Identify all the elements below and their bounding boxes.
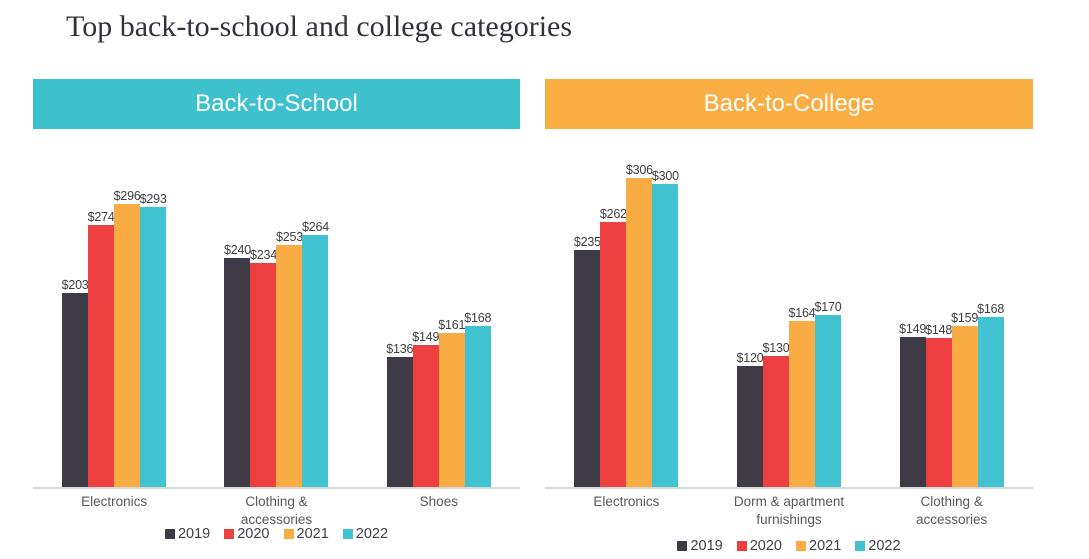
- bar-group: $136 $149 $161 $168: [386, 311, 492, 487]
- legend-swatch: [164, 529, 175, 539]
- bar-value-label: $149: [899, 322, 927, 336]
- bar-value-label: $149: [412, 330, 440, 344]
- bar-2021: $306: [626, 163, 653, 487]
- bar-2022: $300: [652, 169, 679, 487]
- legend-label: 2022: [355, 526, 389, 542]
- legend-swatch: [736, 541, 747, 551]
- legend-item: 2020: [736, 538, 782, 554]
- legend-item: 2022: [855, 538, 901, 554]
- legend-swatch: [283, 529, 294, 539]
- bar-value-label: $262: [599, 207, 627, 221]
- back-to-school-legend: 2019 2020 2021 2022: [33, 526, 520, 542]
- bar-value-label: $296: [113, 189, 141, 203]
- legend-label: 2020: [237, 526, 270, 542]
- bar-2019: $203: [62, 278, 89, 487]
- bar-value-label: $168: [464, 311, 492, 325]
- legend-label: 2021: [809, 538, 842, 554]
- back-to-school-header: Back-to-School: [33, 79, 520, 129]
- bar-value-label: $136: [386, 342, 414, 356]
- bar-2021: $296: [114, 189, 141, 487]
- bar-group: $149 $148 $159 $168: [899, 302, 1004, 487]
- bar-2020: $148: [925, 323, 952, 487]
- legend-label: 2019: [690, 538, 723, 554]
- bar-2019: $149: [899, 322, 926, 487]
- category-label: Clothing & accessories: [240, 494, 313, 527]
- bar-2019: $120: [736, 351, 764, 487]
- legend-item: 2020: [224, 526, 270, 542]
- bar-2020: $262: [600, 207, 627, 487]
- bar-2021: $159: [951, 311, 978, 487]
- legend-swatch: [677, 541, 688, 551]
- bar-value-label: $253: [275, 230, 303, 244]
- category-label: Shoes: [419, 494, 458, 509]
- bar-2021: $253: [276, 230, 303, 487]
- legend-item: 2019: [164, 526, 211, 542]
- legend-swatch: [796, 541, 806, 551]
- bar-2020: $149: [412, 330, 440, 487]
- category-label: Electronics: [81, 494, 148, 509]
- legend-swatch: [224, 529, 235, 539]
- back-to-college-legend: 2019 2020 2021 2022: [545, 538, 1033, 554]
- bar-value-label: $234: [249, 248, 277, 262]
- bar-2022: $293: [140, 192, 167, 487]
- bar-2020: $274: [88, 210, 115, 487]
- back-to-college-chart: $235 $262 $306 $300 $120 $130 $164 $170 $149 $148…: [545, 150, 1033, 489]
- legend-swatch: [342, 529, 353, 539]
- bar-value-label: $148: [925, 323, 953, 337]
- legend-item: 2022: [342, 526, 389, 542]
- category-label: Electronics: [593, 494, 660, 509]
- bar-2022: $170: [814, 300, 842, 487]
- bar-value-label: $235: [573, 235, 601, 249]
- bar-2022: $264: [302, 220, 329, 487]
- bar-2019: $235: [574, 235, 601, 487]
- bar-value-label: $264: [301, 220, 329, 234]
- bar-value-label: $120: [736, 351, 764, 365]
- bar-value-label: $203: [61, 278, 89, 292]
- bar-value-label: $240: [223, 243, 251, 257]
- bar-2021: $164: [788, 306, 816, 487]
- legend-item: 2019: [677, 538, 723, 554]
- legend-label: 2021: [296, 526, 329, 542]
- bar-value-label: $170: [814, 300, 842, 314]
- bar-value-label: $130: [762, 341, 790, 355]
- bar-value-label: $161: [438, 318, 466, 332]
- legend-swatch: [855, 541, 866, 551]
- legend-label: 2022: [868, 538, 901, 554]
- category-label: Clothing & accessories: [916, 494, 988, 527]
- bar-value-label: $306: [625, 163, 653, 177]
- legend-item: 2021: [283, 526, 329, 542]
- bar-2021: $161: [438, 318, 466, 487]
- bar-2022: $168: [977, 302, 1004, 487]
- bar-2020: $130: [762, 341, 790, 487]
- bar-2019: $240: [224, 243, 251, 487]
- bar-group: $240 $234 $253 $264: [224, 220, 329, 487]
- back-to-school-chart: $203 $274 $296 $293 $240 $234 $253 $264 $136 $149…: [33, 150, 520, 489]
- back-to-college-category-axis: Electronics Dorm & apartment furnishings C…: [545, 493, 1033, 528]
- bar-value-label: $274: [87, 210, 115, 224]
- bar-2022: $168: [464, 311, 492, 487]
- bar-value-label: $164: [788, 306, 816, 320]
- back-to-college-header: Back-to-College: [545, 79, 1033, 129]
- bar-value-label: $300: [651, 169, 679, 183]
- legend-item: 2021: [796, 538, 841, 554]
- back-to-school-category-axis: Electronics Clothing & accessories Shoes: [33, 493, 520, 528]
- page-title: Top back-to-school and college categorie…: [66, 10, 573, 43]
- legend-label: 2019: [177, 526, 211, 542]
- bar-2019: $136: [386, 342, 414, 487]
- bar-value-label: $159: [951, 311, 979, 325]
- category-label: Dorm & apartment furnishings: [733, 494, 845, 527]
- bar-group: $120 $130 $164 $170: [736, 300, 842, 487]
- bar-group: $235 $262 $306 $300: [574, 163, 679, 487]
- bar-group: $203 $274 $296 $293: [62, 189, 167, 487]
- bar-2020: $234: [250, 248, 277, 487]
- bar-value-label: $293: [139, 192, 167, 206]
- legend-label: 2020: [749, 538, 782, 554]
- bar-value-label: $168: [977, 302, 1005, 316]
